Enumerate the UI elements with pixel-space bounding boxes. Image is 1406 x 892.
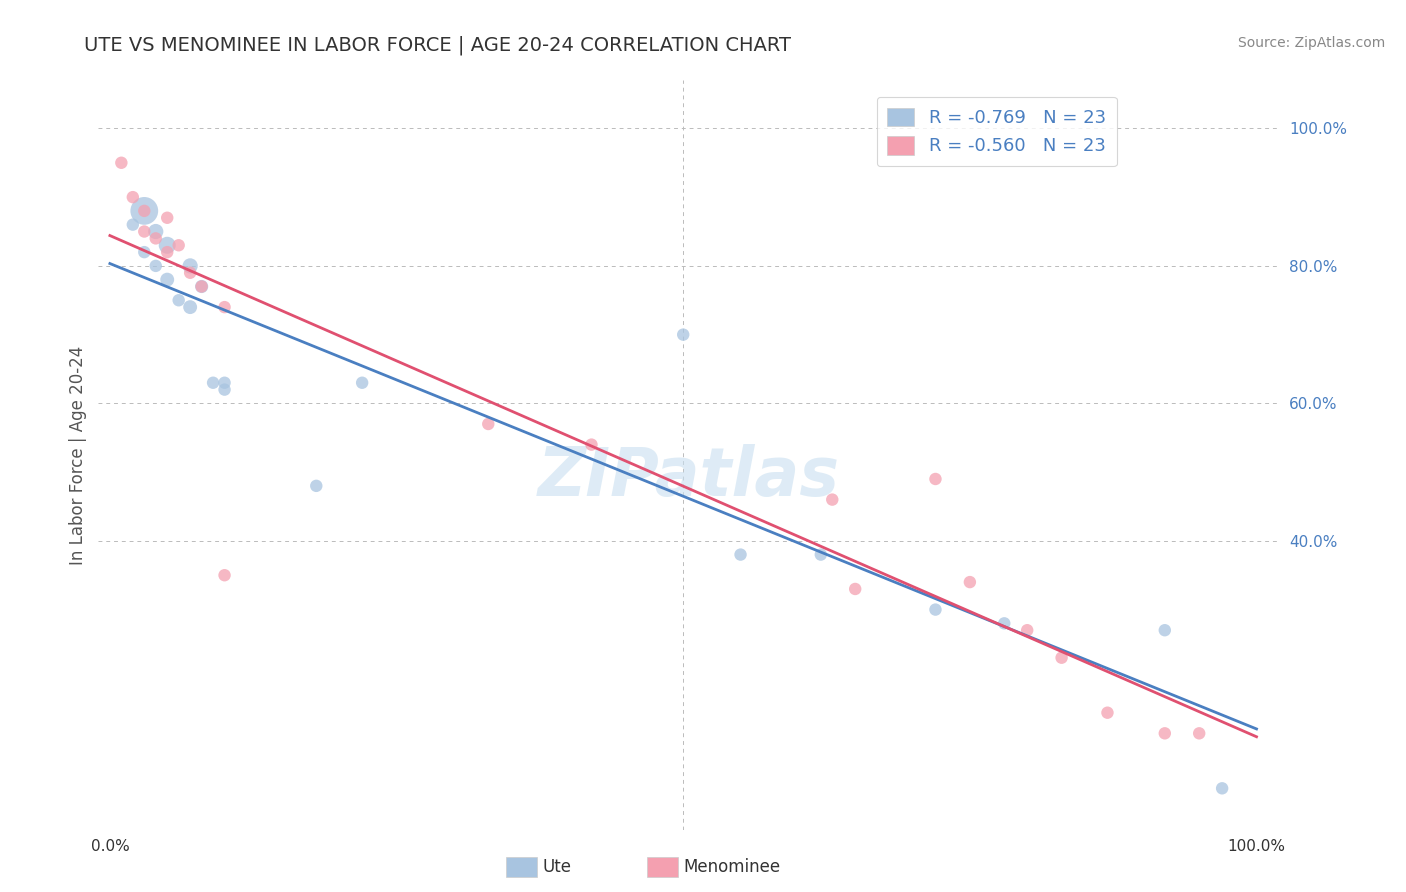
Point <box>214 383 236 397</box>
Y-axis label: In Labor Force | Age 20-24: In Labor Force | Age 20-24 <box>69 345 87 565</box>
Point <box>214 568 236 582</box>
Text: Menominee: Menominee <box>683 858 780 876</box>
Point <box>190 279 212 293</box>
Text: UTE VS MENOMINEE IN LABOR FORCE | AGE 20-24 CORRELATION CHART: UTE VS MENOMINEE IN LABOR FORCE | AGE 20… <box>84 36 792 55</box>
Point <box>1188 726 1211 740</box>
Point <box>156 211 179 225</box>
Point <box>810 548 832 562</box>
Point <box>305 479 328 493</box>
Point <box>924 602 946 616</box>
Text: Ute: Ute <box>543 858 572 876</box>
Point <box>179 300 201 314</box>
Point <box>1097 706 1119 720</box>
Point <box>672 327 695 342</box>
Point <box>202 376 225 390</box>
Point <box>1211 781 1233 796</box>
Point <box>477 417 499 431</box>
Point <box>844 582 866 596</box>
Point <box>179 259 201 273</box>
Point <box>121 190 143 204</box>
Point <box>190 279 212 293</box>
Point <box>156 238 179 252</box>
Point <box>993 616 1015 631</box>
Point <box>352 376 374 390</box>
Point <box>156 245 179 260</box>
Point <box>134 225 156 239</box>
Point <box>730 548 752 562</box>
Text: ZIPatlas: ZIPatlas <box>538 444 839 510</box>
Point <box>214 300 236 314</box>
Point <box>167 293 190 308</box>
Point <box>145 259 167 273</box>
Point <box>821 492 844 507</box>
Text: Source: ZipAtlas.com: Source: ZipAtlas.com <box>1237 36 1385 50</box>
Point <box>134 203 156 218</box>
Point <box>156 272 179 286</box>
Point <box>134 203 156 218</box>
Point <box>959 575 981 590</box>
Point <box>145 225 167 239</box>
Point <box>179 266 201 280</box>
Point <box>1050 650 1073 665</box>
Point <box>134 245 156 260</box>
Point <box>581 437 603 451</box>
Point <box>924 472 946 486</box>
Point <box>121 218 143 232</box>
Point <box>214 376 236 390</box>
Point <box>145 231 167 245</box>
Point <box>110 155 132 169</box>
Point <box>1017 624 1039 638</box>
Point <box>167 238 190 252</box>
Legend: R = -0.769   N = 23, R = -0.560   N = 23: R = -0.769 N = 23, R = -0.560 N = 23 <box>876 97 1116 166</box>
Point <box>1153 726 1175 740</box>
Point <box>1153 624 1175 638</box>
